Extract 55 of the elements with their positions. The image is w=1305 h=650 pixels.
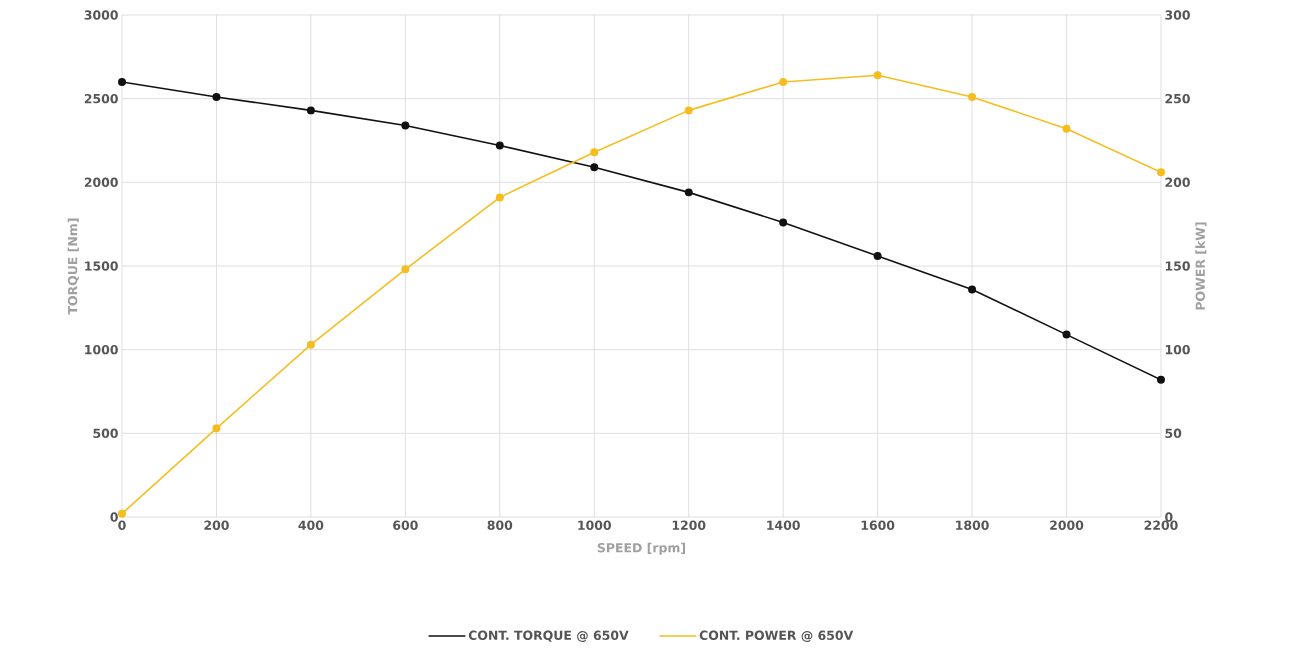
- x-axis-title: SPEED [rpm]: [597, 542, 686, 555]
- point: [590, 163, 599, 172]
- x-tick-label: 0: [118, 520, 126, 530]
- point: [306, 340, 315, 349]
- legend-label: CONT. POWER @ 650V: [699, 630, 854, 643]
- y-tick-label: 0: [110, 512, 118, 522]
- y-tick-label: 2000: [84, 177, 118, 188]
- point: [873, 251, 882, 260]
- point: [118, 509, 126, 518]
- point: [779, 77, 788, 86]
- x-tick-label: 1400: [767, 520, 800, 530]
- x-tick-label: 2000: [1050, 520, 1084, 530]
- y2-tick-label: 200: [1165, 177, 1190, 188]
- point: [1156, 375, 1165, 384]
- point: [1062, 330, 1071, 339]
- point: [779, 218, 788, 227]
- point: [495, 193, 504, 202]
- y-axis-title: TORQUE [Nm]: [67, 218, 79, 315]
- point: [401, 265, 410, 274]
- point: [873, 71, 882, 80]
- y2-tick-label: 250: [1165, 93, 1190, 104]
- x-tick-label: 2200: [1144, 520, 1178, 530]
- point: [306, 106, 315, 115]
- x-tick-label: 600: [393, 520, 418, 530]
- y2-tick-label: 150: [1165, 261, 1190, 271]
- y2-tick-label: 0: [1165, 512, 1173, 522]
- y-tick-label: 3000: [84, 10, 118, 20]
- y-tick-label: 1500: [85, 261, 118, 271]
- x-tick-label: 400: [298, 520, 324, 530]
- point: [968, 285, 977, 294]
- point: [968, 93, 977, 101]
- x-tick-label: 1000: [578, 520, 611, 530]
- x-tick-label: 1600: [861, 520, 895, 530]
- point: [1062, 124, 1071, 133]
- x-tick-label: 800: [487, 520, 513, 530]
- point: [401, 121, 410, 130]
- y-tick-label: 1000: [85, 344, 118, 355]
- point: [118, 77, 126, 86]
- point: [684, 188, 693, 197]
- point: [684, 106, 693, 115]
- y-tick-label: 500: [93, 428, 118, 439]
- x-tick-label: 200: [204, 520, 229, 530]
- legend-label: CONT. TORQUE @ 650V: [468, 630, 629, 643]
- point: [1157, 168, 1165, 177]
- point: [212, 93, 221, 101]
- point: [590, 148, 599, 157]
- y2-tick-label: 100: [1165, 344, 1190, 355]
- y-tick-label: 2500: [84, 93, 118, 104]
- x-tick-label: 1200: [672, 520, 706, 530]
- y2-tick-label: 50: [1165, 428, 1182, 439]
- y2-tick-label: 300: [1165, 10, 1190, 20]
- x-tick-label: 1800: [956, 520, 989, 530]
- point: [495, 141, 504, 150]
- point: [212, 424, 221, 433]
- y2-axis-title: POWER [kW]: [1195, 222, 1207, 310]
